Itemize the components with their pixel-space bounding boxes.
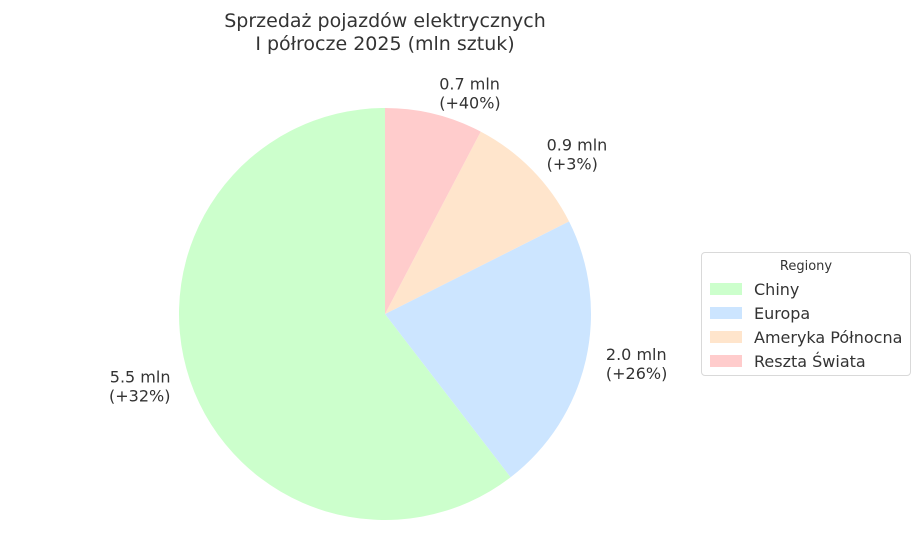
slice-label-reszta-swiata: 0.7 mln (+40%): [439, 74, 500, 112]
slice-label-ameryka-polnocna: 0.9 mln (+3%): [547, 136, 608, 174]
legend-label-ameryka-polnocna: Ameryka Północna: [754, 327, 903, 347]
legend-item-ameryka-polnocna: Ameryka Północna: [710, 327, 902, 347]
legend-label-chiny: Chiny: [754, 279, 800, 299]
legend-item-reszta-swiata: Reszta Świata: [710, 351, 866, 371]
chart-title-line-2: I półrocze 2025 (mln sztuk): [255, 33, 514, 55]
pie-slice-reszta-swiata: [385, 108, 481, 314]
legend-label-europa: Europa: [754, 303, 811, 323]
legend-title: Regiony: [779, 259, 833, 274]
chart-title-line-1: Sprzedaż pojazdów elektrycznych: [224, 10, 546, 32]
pie-slices: [179, 108, 591, 520]
pie-slice-europa: [385, 221, 591, 478]
legend-label-reszta-swiata: Reszta Świata: [754, 351, 866, 371]
legend: Regiony Chiny Europa Ameryka Północna Re…: [701, 252, 911, 376]
legend-swatch-reszta-swiata: [710, 355, 742, 367]
legend-swatch-europa: [710, 307, 742, 319]
slice-labels: 5.5 mln (+32%) 2.0 mln (+26%) 0.9 mln (+3%) 0.…: [109, 74, 667, 405]
legend-swatch-ameryka-polnocna: [710, 331, 742, 343]
legend-item-chiny: Chiny: [710, 279, 799, 299]
pie-slice-ameryka-polnocna: [385, 131, 570, 314]
slice-label-europa: 2.0 mln (+26%): [606, 345, 667, 383]
legend-swatch-chiny: [710, 283, 742, 295]
pie-slice-chiny: [179, 108, 511, 520]
legend-item-europa: Europa: [710, 303, 810, 323]
slice-label-chiny: 5.5 mln (+32%): [109, 367, 170, 405]
